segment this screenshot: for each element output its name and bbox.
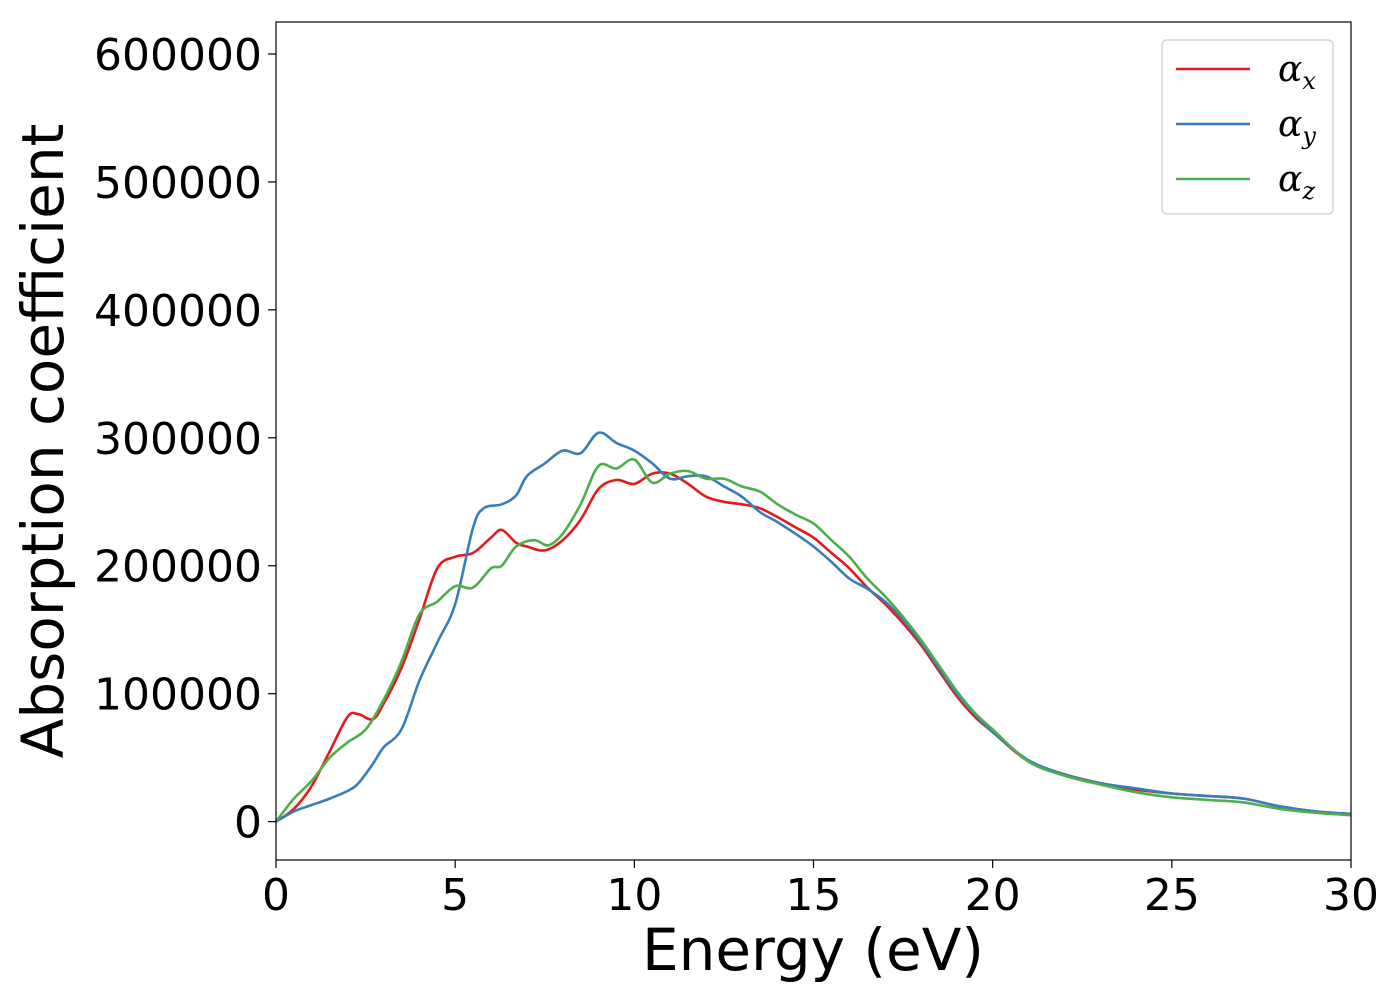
series-line-y — [275, 431, 1352, 823]
x-tick-label: 30 — [1323, 870, 1379, 921]
y-tick-label: 600000 — [94, 30, 262, 81]
x-tick-label: 10 — [606, 870, 662, 921]
y-tick-label: 100000 — [94, 670, 262, 721]
y-tick-label: 400000 — [94, 286, 262, 337]
x-tick-label: 5 — [441, 870, 469, 921]
y-tick-label: 200000 — [94, 542, 262, 593]
x-tick-label: 15 — [786, 870, 842, 921]
y-tick-label: 500000 — [94, 158, 262, 209]
x-tick-label: 20 — [965, 870, 1021, 921]
legend-box — [1161, 39, 1334, 215]
x-axis: 0 5 10 15 20 25 30 — [262, 860, 1379, 921]
series-line-z — [274, 457, 1352, 823]
y-axis-title: Absorption coefficient — [9, 124, 77, 759]
series-layer — [274, 431, 1352, 823]
y-axis: 0 100000 200000 300000 400000 500000 600000 — [94, 30, 276, 849]
x-axis-title: Energy (eV) — [642, 916, 984, 984]
x-tick-label: 0 — [262, 870, 290, 921]
y-tick-label: 0 — [234, 798, 262, 849]
y-tick-label: 300000 — [94, 414, 262, 465]
x-tick-label: 25 — [1144, 870, 1200, 921]
